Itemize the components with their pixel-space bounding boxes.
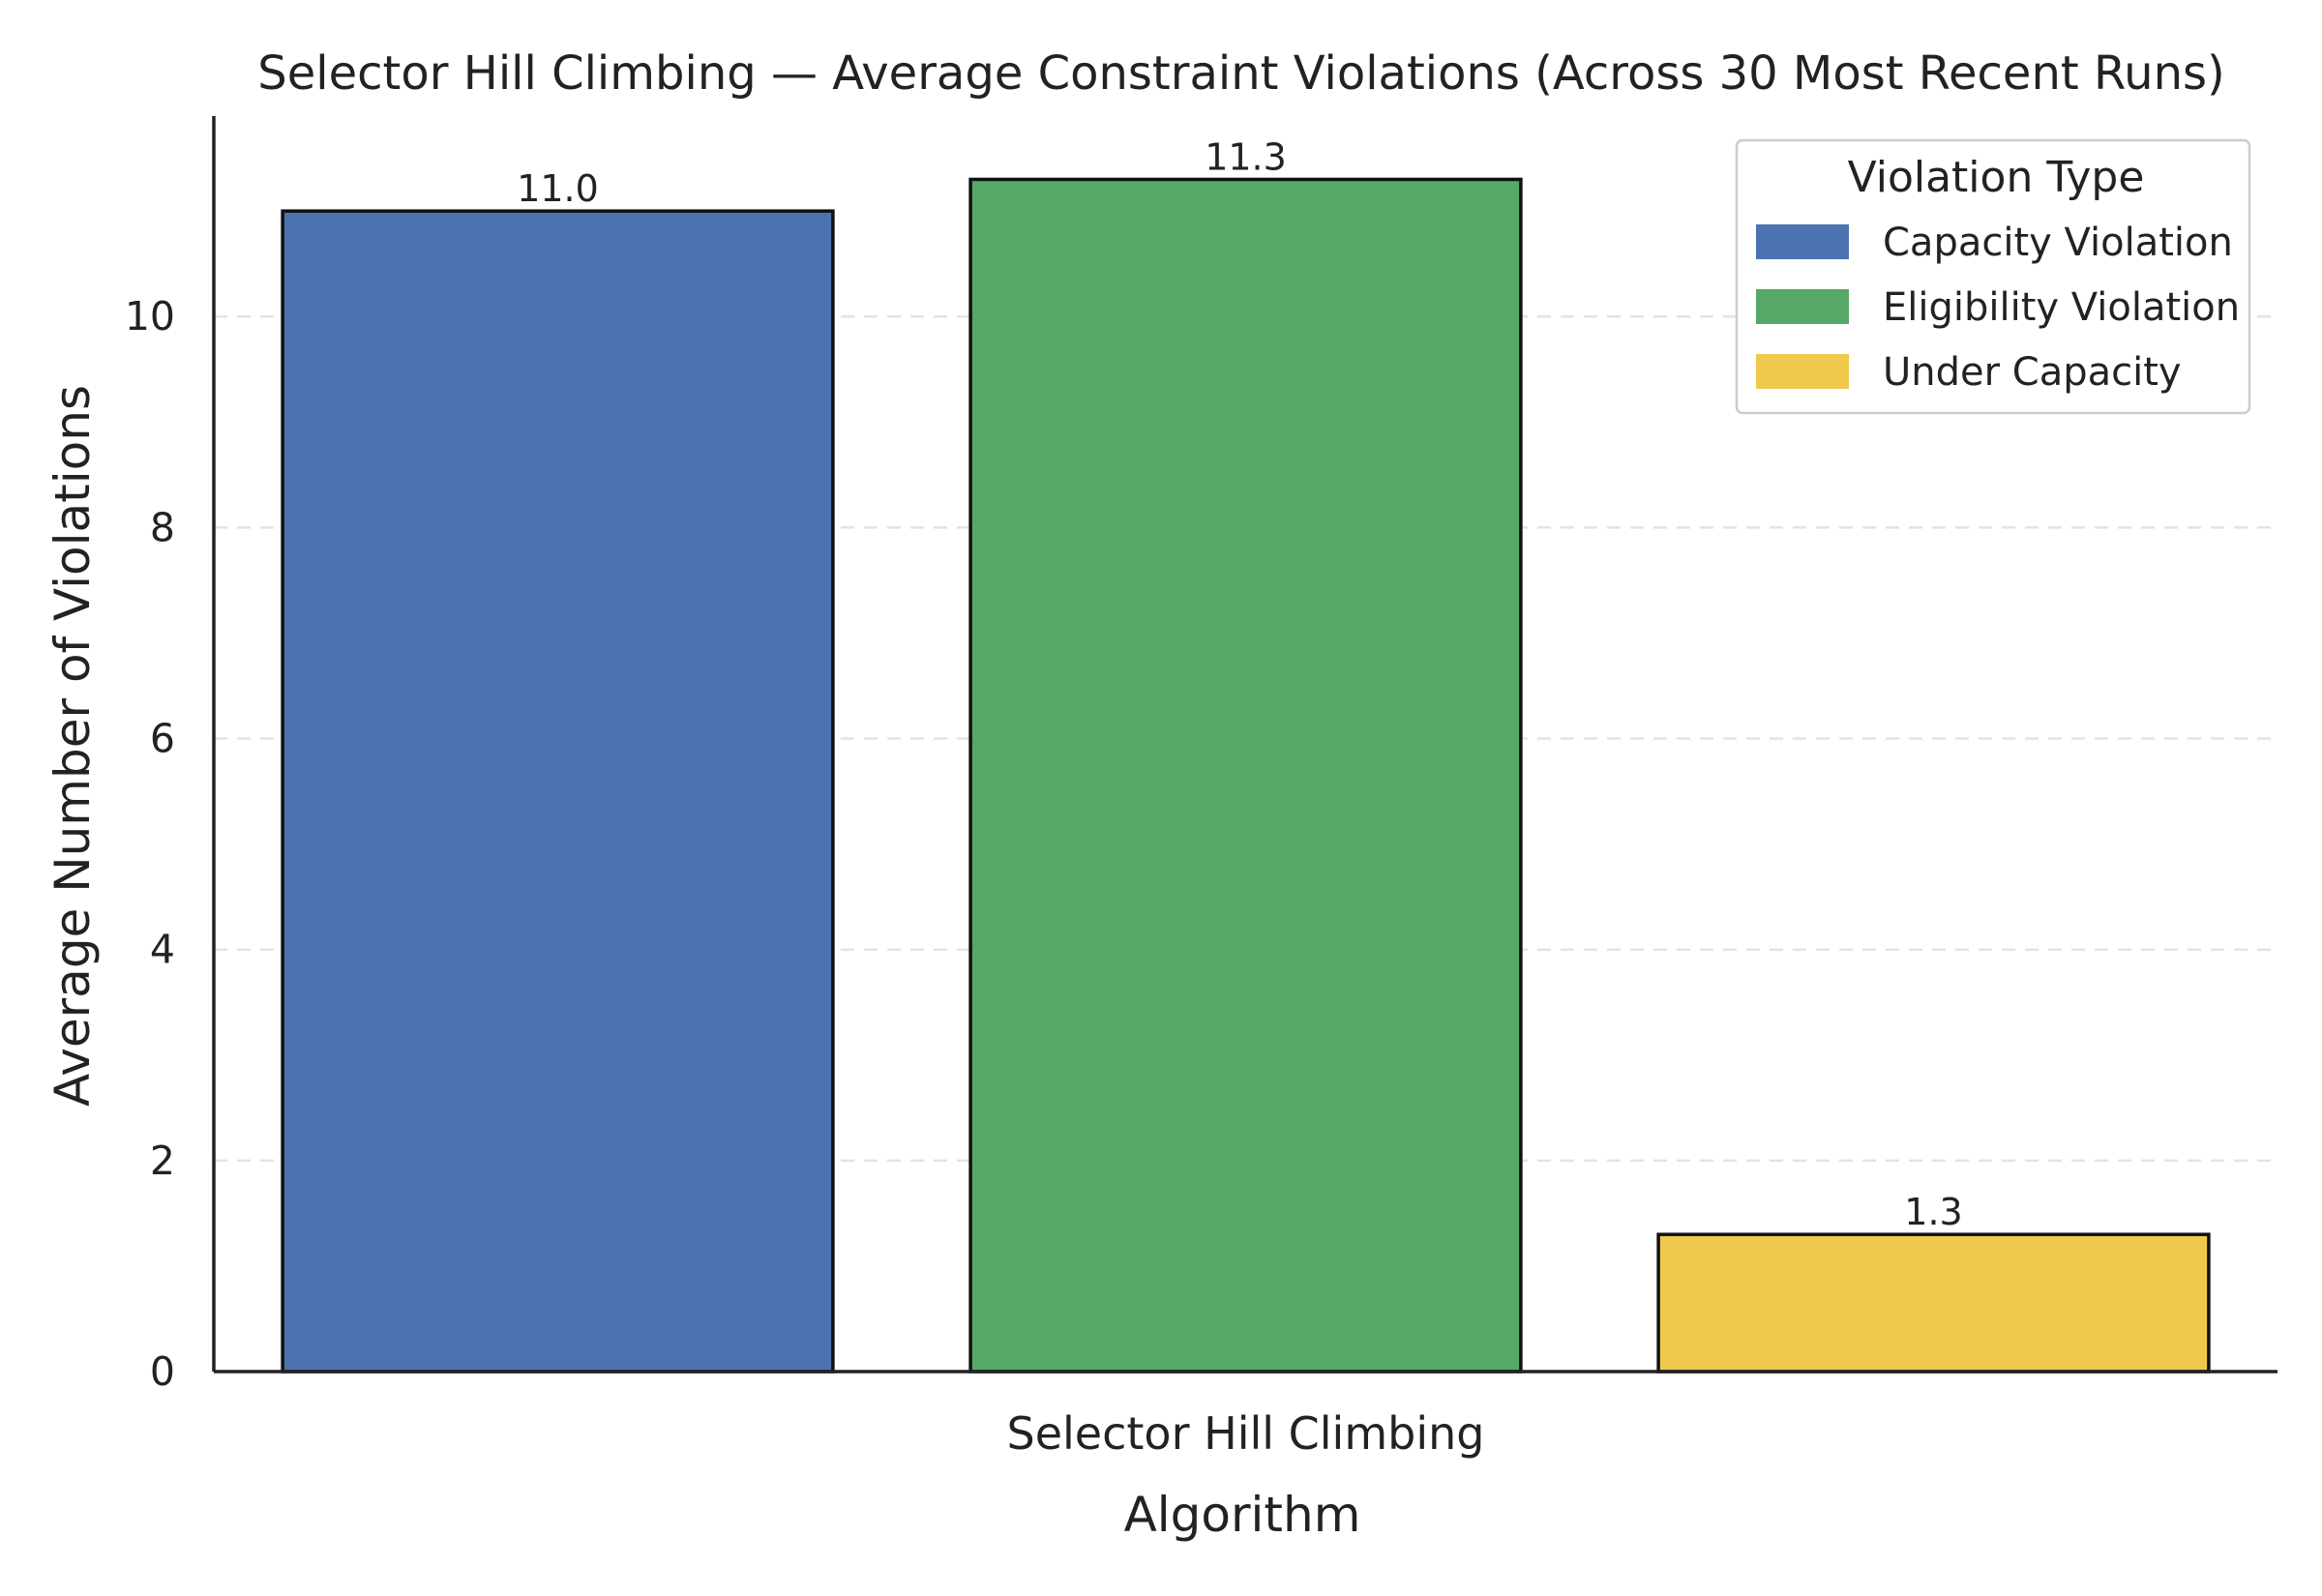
legend-label: Eligibility Violation	[1883, 285, 2240, 330]
legend-swatch	[1756, 354, 1849, 389]
legend-label: Capacity Violation	[1883, 221, 2233, 265]
chart-title: Selector Hill Climbing — Average Constra…	[257, 46, 2224, 101]
bar-value-label: 11.0	[517, 167, 599, 210]
y-tick-label: 0	[150, 1348, 175, 1395]
y-tick-label: 6	[150, 716, 175, 762]
bar-value-labels: 11.0 11.3 1.3	[517, 135, 1963, 1233]
y-tick-label: 10	[125, 293, 175, 340]
x-axis-label: Algorithm	[1124, 1487, 1361, 1543]
y-tick-label: 2	[150, 1138, 175, 1184]
x-tick-label: Selector Hill Climbing	[1007, 1407, 1485, 1460]
legend-swatch	[1756, 289, 1849, 324]
y-tick-label: 8	[150, 504, 175, 550]
y-axis-label: Average Number of Violations	[45, 385, 101, 1107]
bar-value-label: 1.3	[1904, 1191, 1962, 1233]
legend-items: Capacity Violation Eligibility Violation U…	[1756, 221, 2240, 395]
legend: Violation Type Capacity Violation Eligibi…	[1735, 138, 2251, 415]
axes	[212, 116, 2277, 1374]
legend-label: Under Capacity	[1883, 350, 2182, 395]
y-tick-labels: 0 2 4 6 8 10	[125, 293, 175, 1395]
legend-frame	[1735, 138, 2251, 415]
x-tick-labels: Selector Hill Climbing	[1007, 1407, 1485, 1460]
legend-swatch	[1756, 224, 1849, 259]
bar-capacity-violation	[281, 209, 835, 1374]
bar-value-label: 11.3	[1205, 135, 1287, 178]
bar-under-capacity	[1656, 1232, 2211, 1374]
legend-title: Violation Type	[1848, 153, 2145, 202]
bars	[281, 177, 2211, 1374]
y-tick-label: 4	[150, 927, 175, 973]
bar-eligibility-violation	[968, 177, 1523, 1374]
